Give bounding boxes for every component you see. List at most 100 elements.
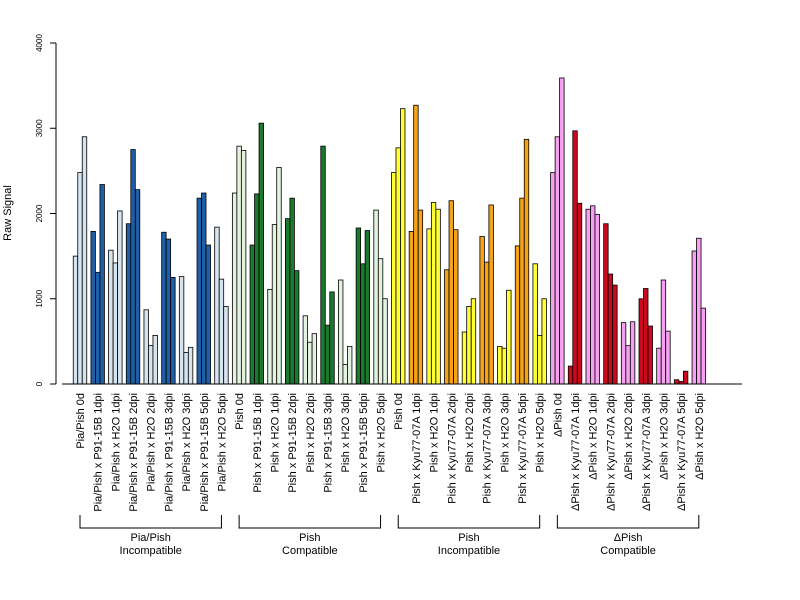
bar-group bbox=[567, 130, 583, 385]
bar bbox=[294, 270, 300, 385]
bar bbox=[187, 346, 194, 385]
bar bbox=[170, 277, 176, 385]
category-label: Pish x Kyu77-07A 1dpi bbox=[411, 393, 423, 504]
category-label: ΔPish x Kyu77-07A 5dpi bbox=[676, 393, 688, 511]
category-label: ΔPish x H2O 1dpi bbox=[588, 393, 600, 480]
category-label: Pish x Kyu77-07A 5dpi bbox=[517, 393, 529, 504]
category-label: Pish x H2O 3dpi bbox=[499, 393, 511, 472]
bar bbox=[519, 197, 525, 385]
category-label: Pish x Kyu77-07A 3dpi bbox=[482, 393, 494, 504]
bar bbox=[643, 288, 649, 385]
bar bbox=[201, 192, 207, 385]
bar-group bbox=[125, 149, 141, 385]
bracket-line bbox=[79, 515, 222, 529]
bar bbox=[165, 238, 172, 385]
bar bbox=[134, 189, 141, 385]
bar bbox=[625, 345, 631, 385]
bracket-line bbox=[397, 515, 541, 529]
bar bbox=[320, 145, 326, 385]
category-label: Pia/Pish x H2O 3dpi bbox=[181, 393, 193, 491]
bar bbox=[377, 258, 384, 385]
y-tick-label: 3000 bbox=[35, 119, 44, 137]
bar-group bbox=[161, 231, 176, 385]
bar bbox=[620, 322, 627, 385]
bar bbox=[590, 205, 596, 385]
bar-group bbox=[196, 192, 211, 385]
group-label-line2: Compatible bbox=[282, 545, 338, 557]
bar bbox=[426, 228, 432, 385]
category-label: Pia/Pish x P91-15B 1dpi bbox=[93, 393, 105, 512]
bar bbox=[125, 223, 132, 385]
bar bbox=[77, 172, 83, 385]
category-label: Pish x H2O 5dpi bbox=[535, 393, 547, 472]
bar bbox=[488, 204, 494, 385]
category-label: ΔPish x Kyu77-07A 3dpi bbox=[641, 393, 653, 511]
y-tick-label: 0 bbox=[35, 381, 44, 386]
bar bbox=[271, 224, 278, 385]
bar bbox=[183, 352, 189, 385]
bar-group bbox=[143, 309, 158, 385]
bar bbox=[660, 279, 667, 385]
category-label: Pia/Pish x H2O 1dpi bbox=[110, 393, 122, 491]
bar bbox=[567, 365, 574, 385]
category-label: ΔPish x H2O 3dpi bbox=[658, 393, 670, 480]
bar-group bbox=[497, 289, 512, 385]
bar-group bbox=[514, 138, 530, 385]
bar bbox=[395, 147, 401, 385]
bar bbox=[95, 271, 101, 385]
bar-group bbox=[231, 145, 247, 385]
bar bbox=[117, 210, 123, 385]
bar bbox=[700, 307, 706, 385]
bar bbox=[231, 192, 238, 385]
bar bbox=[696, 237, 702, 385]
bar bbox=[550, 172, 556, 385]
bar-group bbox=[214, 226, 229, 385]
bar bbox=[338, 279, 344, 385]
bar bbox=[572, 130, 578, 385]
bar bbox=[483, 261, 490, 385]
category-label: Pish x P91-15B 1dpi bbox=[252, 393, 264, 493]
category-label: Pia/Pish 0d bbox=[75, 393, 87, 449]
bar bbox=[205, 244, 211, 385]
bar bbox=[223, 306, 229, 385]
bar bbox=[435, 208, 441, 385]
bar bbox=[430, 202, 437, 385]
y-axis-label: Raw Signal bbox=[2, 185, 14, 241]
bar-group bbox=[550, 77, 565, 385]
y-tick-label: 1000 bbox=[35, 289, 44, 307]
bar bbox=[673, 379, 680, 385]
bar bbox=[324, 324, 331, 385]
bar bbox=[554, 136, 561, 385]
bar bbox=[90, 231, 96, 385]
bar bbox=[218, 278, 225, 385]
category-label: Pia/Pish x H2O 5dpi bbox=[216, 393, 228, 491]
bar bbox=[665, 330, 671, 385]
bar bbox=[307, 341, 313, 385]
bar bbox=[355, 227, 362, 385]
bar bbox=[143, 309, 149, 385]
category-label: Pish x Kyu77-07A 2dpi bbox=[446, 393, 458, 504]
bar bbox=[347, 346, 353, 385]
bar bbox=[541, 298, 547, 385]
bar bbox=[236, 145, 242, 385]
bar bbox=[523, 138, 530, 385]
bar bbox=[470, 298, 477, 385]
bar bbox=[311, 333, 317, 385]
category-label: Pish x H2O 2dpi bbox=[464, 393, 476, 472]
category-label: ΔPish x H2O 2dpi bbox=[623, 393, 635, 480]
bar-group bbox=[355, 227, 371, 385]
bar-group bbox=[444, 200, 459, 385]
bar bbox=[607, 273, 614, 385]
group-label-line2: Incompatible bbox=[438, 545, 500, 557]
bar-group bbox=[673, 370, 689, 385]
bar-group bbox=[249, 122, 264, 385]
bar bbox=[400, 108, 406, 385]
bar bbox=[72, 255, 79, 385]
category-label: Pish x H2O 2dpi bbox=[305, 393, 317, 472]
bar bbox=[647, 325, 653, 385]
group-label-line1: Pish bbox=[299, 532, 320, 544]
bar bbox=[112, 262, 119, 385]
